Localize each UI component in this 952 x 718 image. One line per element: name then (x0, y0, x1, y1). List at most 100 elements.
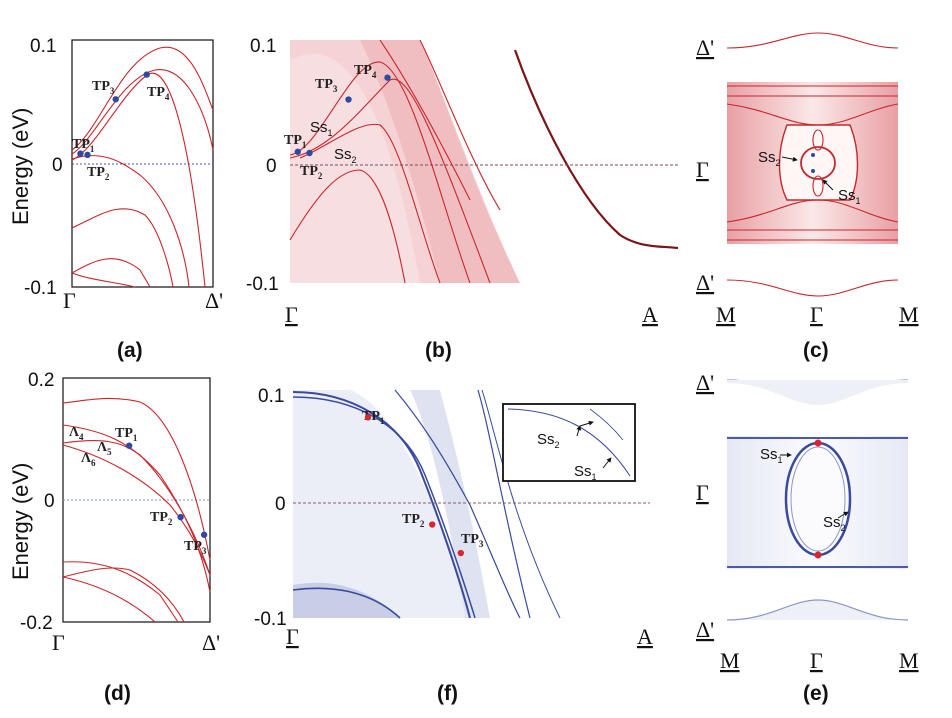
x-tick-m: M (899, 302, 919, 327)
tp-point-1 (294, 148, 301, 155)
lambda4-label: Λ4 (69, 425, 84, 442)
y-tick: 0.1 (250, 36, 276, 57)
lambda5-label: Λ5 (97, 440, 112, 457)
tp3-label: TP3 (184, 539, 207, 556)
tp1-label: TP1 (72, 137, 95, 154)
tp-point-2 (177, 513, 184, 521)
panel-label-a: (a) (117, 339, 143, 362)
y-axis-label: Energy (eV) (8, 463, 33, 580)
panel-e: Ss1 Ss2 Δ' Γ Δ' M Γ M (e) (696, 370, 919, 705)
lambda6-label: Λ6 (81, 451, 96, 468)
x-tick-a: A (642, 302, 658, 327)
tp4-label: TP4 (354, 63, 377, 80)
tp-points (77, 71, 150, 159)
surface-arc-top (726, 32, 899, 49)
tp-points (364, 414, 464, 557)
y-tick: 0.1 (258, 386, 284, 407)
y-tick-delta: Δ' (696, 617, 714, 642)
tp-point-3 (112, 96, 119, 103)
y-tick: 0 (52, 155, 63, 176)
x-tick-gamma: Γ (285, 302, 298, 327)
ss1-label: Ss1 (310, 119, 333, 138)
inset-frame (502, 403, 636, 482)
panel-label-f: (f) (437, 682, 458, 705)
x-tick-m: M (720, 648, 740, 673)
tp-point-4 (143, 71, 150, 78)
tp-point-1 (125, 442, 133, 449)
tp-point-3 (200, 531, 208, 538)
tp-point-3 (345, 96, 352, 103)
x-tick-gamma: Γ (286, 624, 299, 649)
y-tick-delta: Δ' (696, 35, 714, 60)
x-tick-m: M (899, 648, 919, 673)
y-tick: -0.2 (20, 613, 53, 634)
tp2-label: TP2 (402, 512, 425, 529)
x-tick-delta: Δ' (202, 630, 220, 655)
y-tick-delta: Δ' (696, 270, 714, 295)
spectral-bands (292, 389, 561, 619)
panel-label-c: (c) (803, 339, 829, 362)
inset: Ss2 Ss1 (502, 403, 636, 482)
tp-point-3 (457, 549, 464, 557)
surface-state-ring (784, 441, 852, 557)
y-tick-delta: Δ' (696, 370, 714, 395)
ss2-arrow (837, 511, 849, 519)
x-tick-delta: Δ' (205, 288, 223, 313)
tp2-label: TP2 (300, 164, 323, 181)
x-tick-gamma: Γ (810, 648, 823, 673)
ss1-label: Ss1 (760, 446, 783, 465)
tp2-label: TP2 (87, 165, 110, 182)
ss1-label: Ss1 (838, 187, 861, 206)
tp1-label: TP1 (115, 426, 138, 443)
y-tick-gamma: Γ (696, 480, 709, 505)
y-tick: -0.1 (246, 274, 279, 295)
y-tick: 0 (44, 491, 55, 512)
y-tick: -0.1 (24, 278, 57, 299)
ss2-label: Ss2 (334, 146, 357, 165)
y-axis-label: Energy (eV) (8, 108, 33, 225)
spectral-background (293, 390, 480, 618)
y-tick: 0.2 (28, 370, 54, 391)
inset-ss1-label: Ss1 (574, 463, 597, 482)
panel-c: Ss2 Ss1 Δ' Γ Δ' M Γ M (c) (696, 32, 919, 362)
tp2-label: TP2 (150, 510, 173, 527)
panel-f: Ss2 Ss1 0.1 0 -0.1 Γ A TP1 TP2 TP3 (f) (254, 386, 653, 705)
ss2-label: Ss2 (823, 514, 846, 533)
x-tick-gamma: Γ (52, 630, 65, 655)
x-tick-a: A (637, 624, 653, 649)
panel-label-b: (b) (425, 339, 452, 362)
y-tick: -0.1 (254, 609, 287, 630)
panel-a: 0.1 0 -0.1 Energy (eV) Γ Δ' TP1 TP2 TP3 … (8, 36, 223, 362)
tp-points (125, 442, 208, 538)
y-tick: 0 (275, 494, 286, 515)
tp-point-1 (77, 150, 84, 157)
tp3-label: TP3 (461, 532, 484, 549)
band-curves (71, 46, 214, 288)
x-tick-gamma: Γ (63, 288, 76, 313)
tp4-label: TP4 (147, 85, 170, 102)
tp1-label: TP1 (284, 133, 307, 150)
spectral-bands (289, 39, 679, 284)
tp-point-2 (84, 151, 91, 159)
tp1-label: TP1 (362, 409, 385, 426)
tp-point-2 (429, 521, 436, 528)
panel-b: 0.1 0 -0.1 Γ A TP1 TP2 TP3 TP4 Ss1 Ss2 (… (246, 36, 680, 362)
tp-points (294, 74, 391, 157)
tp-point-1 (364, 414, 372, 421)
tp-point-2 (306, 149, 313, 157)
x-tick-m: M (716, 302, 736, 327)
panel-d: 0.2 0 -0.2 Energy (eV) Γ Δ' Λ4 Λ5 Λ6 TP1… (8, 370, 220, 705)
panel-label-e: (e) (803, 682, 829, 705)
ss2-label: Ss2 (758, 149, 781, 168)
tp-point-4 (384, 74, 391, 81)
y-tick-gamma: Γ (696, 157, 709, 182)
y-tick: 0.1 (30, 36, 56, 57)
inset-ss2-label: Ss2 (537, 431, 560, 450)
x-tick-gamma: Γ (810, 302, 823, 327)
y-tick: 0 (266, 156, 277, 177)
band-curves (62, 397, 211, 623)
ss2-arrow (781, 156, 798, 162)
tp3-label: TP3 (92, 79, 115, 96)
